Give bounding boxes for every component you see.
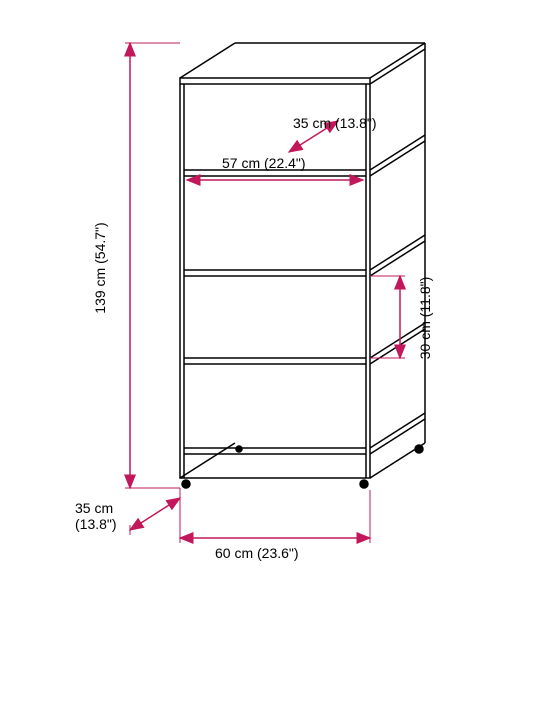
bookshelf-drawing — [0, 0, 540, 720]
inner-width-label: 57 cm (22.4") — [222, 155, 306, 171]
shelf-gap-label: 30 cm (11.8") — [417, 263, 433, 373]
width-label: 60 cm (23.6") — [215, 545, 299, 561]
depth-label: 35 cm(13.8") — [75, 500, 117, 532]
shelf-depth-label: 35 cm (13.8") — [293, 115, 377, 131]
height-label: 139 cm (54.7") — [92, 208, 108, 328]
diagram-canvas: 139 cm (54.7") 35 cm(13.8") 60 cm (23.6"… — [0, 0, 540, 720]
